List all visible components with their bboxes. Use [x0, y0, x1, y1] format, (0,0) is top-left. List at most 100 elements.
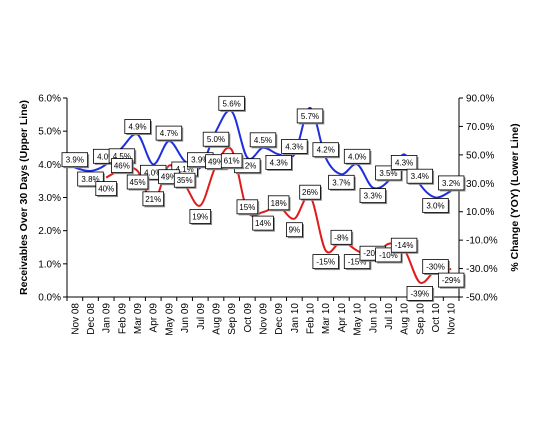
lower-data-label-box: [312, 254, 339, 270]
x-tick-label: Aug 10: [400, 303, 411, 335]
lower-data-label: -15%: [348, 258, 367, 267]
upper-data-label: 3.8%: [81, 175, 99, 184]
lower-data-label: 46%: [114, 162, 130, 171]
lower-data-label: -15%: [316, 258, 335, 267]
lower-data-label-box: [126, 174, 149, 190]
x-tick-label: Nov 10: [447, 303, 458, 335]
upper-data-label: 4.3%: [270, 158, 288, 167]
lower-data-label: 49%: [161, 173, 177, 182]
lower-data-label-box: [390, 237, 418, 253]
upper-data-label-box: [218, 95, 245, 111]
lower-data-label: 26%: [302, 188, 318, 197]
lower-data-label: -8%: [334, 233, 348, 242]
lower-data-label-box: [142, 191, 164, 207]
right-tick-label: 50.0%: [466, 150, 494, 161]
x-tick-label: May 10: [353, 303, 364, 336]
lower-data-label: -20%: [363, 249, 382, 258]
upper-data-label: 3.0%: [426, 202, 444, 211]
upper-data-label-box: [406, 168, 434, 184]
x-tick-label: Sep 09: [227, 303, 238, 335]
lower-data-label: 15%: [239, 203, 255, 212]
x-tick-label: Feb 09: [117, 303, 128, 335]
lower-data-label: 9%: [289, 226, 301, 235]
right-tick-label: -10.0%: [466, 236, 498, 247]
upper-data-label: 5.6%: [223, 99, 241, 108]
upper-data-label-box: [202, 131, 230, 147]
upper-data-label-box: [343, 148, 371, 164]
lower-data-label: 14%: [255, 219, 271, 228]
x-tick-label: Nov 08: [70, 303, 81, 335]
lower-data-label-box: [111, 158, 133, 174]
left-tick-label: 1.0%: [38, 259, 61, 270]
upper-data-label-box: [281, 138, 308, 154]
left-tick-label: 4.0%: [38, 160, 61, 171]
lower-data-label: 49%: [208, 158, 224, 167]
upper-data-label: 4.9%: [128, 122, 146, 131]
lower-data-label-box: [252, 215, 274, 231]
lower-data-label: 19%: [192, 212, 208, 221]
upper-data-label: 3.7%: [332, 178, 350, 187]
x-tick-label: Jul 10: [384, 303, 395, 330]
left-tick-label: 2.0%: [38, 226, 61, 237]
x-tick-label: Dec 09: [274, 303, 285, 335]
lower-data-label: -30%: [426, 262, 445, 271]
right-tick-label: 30.0%: [466, 179, 494, 190]
x-tick-label: Oct 10: [431, 303, 442, 333]
upper-data-label-box: [265, 154, 292, 170]
x-tick-label: Feb 10: [306, 303, 317, 335]
x-tick-label: Apr 10: [337, 303, 348, 333]
upper-data-label-box: [328, 174, 355, 190]
x-tick-label: Jan 09: [102, 303, 113, 333]
left-tick-label: 6.0%: [38, 94, 61, 105]
lower-data-label-box: [267, 195, 290, 211]
x-tick-label: Apr 09: [149, 303, 160, 333]
lower-data-label-box: [173, 172, 196, 188]
right-tick-label: 70.0%: [466, 122, 494, 133]
upper-data-label: 4.0%: [144, 168, 162, 177]
lower-data-label: 35%: [177, 176, 193, 185]
upper-data-label-box: [390, 154, 418, 170]
upper-data-label: 3.9%: [191, 156, 209, 165]
lower-data-label-box: [437, 272, 465, 288]
x-tick-label: Jun 09: [180, 303, 191, 333]
upper-data-label: 3.2%: [442, 179, 460, 188]
right-tick-label: 10.0%: [466, 207, 494, 218]
upper-data-label: 4.0%: [97, 152, 115, 161]
x-tick-label: Dec 08: [86, 303, 97, 335]
left-tick-label: 0.0%: [38, 293, 61, 304]
upper-data-label: 4.2%: [317, 146, 335, 155]
upper-data-label: 3.5%: [379, 169, 397, 178]
upper-data-label-box: [312, 142, 339, 158]
lower-data-label-box: [406, 285, 434, 301]
right-tick-label: 90.0%: [466, 94, 494, 105]
lower-data-label-box: [330, 229, 353, 245]
upper-data-label: 3.3%: [364, 192, 382, 201]
upper-data-label: 3.4%: [411, 172, 429, 181]
upper-data-label-box: [437, 175, 465, 191]
upper-data-label: 4.7%: [160, 129, 178, 138]
lower-data-label-box: [220, 153, 243, 169]
upper-data-label: 4.1%: [175, 165, 193, 174]
upper-data-label-box: [155, 125, 183, 141]
upper-data-label-box: [359, 188, 387, 204]
x-tick-label: Jul 09: [196, 303, 207, 330]
upper-data-label-box: [249, 132, 277, 148]
upper-data-label: 4.0%: [348, 152, 366, 161]
upper-data-label: 4.5%: [254, 136, 272, 145]
x-tick-label: Oct 09: [243, 303, 254, 333]
lower-data-label-box: [95, 181, 117, 197]
x-tick-label: Nov 09: [259, 303, 270, 335]
lower-data-label: -29%: [442, 276, 461, 285]
upper-data-label: 5.0%: [207, 135, 225, 144]
upper-data-label-box: [124, 119, 151, 134]
lower-data-label-box: [422, 259, 449, 274]
upper-data-label: 4.3%: [395, 158, 413, 167]
upper-data-label: 4.3%: [285, 142, 303, 151]
left-tick-label: 5.0%: [38, 127, 61, 138]
lower-data-label: 21%: [145, 195, 161, 204]
lower-data-label: -14%: [395, 241, 414, 250]
lower-data-label-box: [236, 199, 259, 215]
lower-data-label-box: [189, 209, 211, 224]
